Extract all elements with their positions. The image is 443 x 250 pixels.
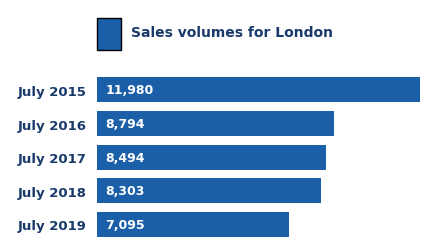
Bar [97,145,326,170]
Text: 7,095: 7,095 [105,218,145,231]
Text: 8,794: 8,794 [105,118,145,130]
Bar [97,212,288,237]
FancyBboxPatch shape [97,19,121,50]
Text: Sales volumes for London: Sales volumes for London [131,26,333,40]
Bar [97,78,420,103]
Bar [97,112,334,136]
Text: 11,980: 11,980 [105,84,154,97]
Bar [97,178,321,204]
Text: 8,494: 8,494 [105,151,145,164]
Text: 8,303: 8,303 [105,184,145,198]
